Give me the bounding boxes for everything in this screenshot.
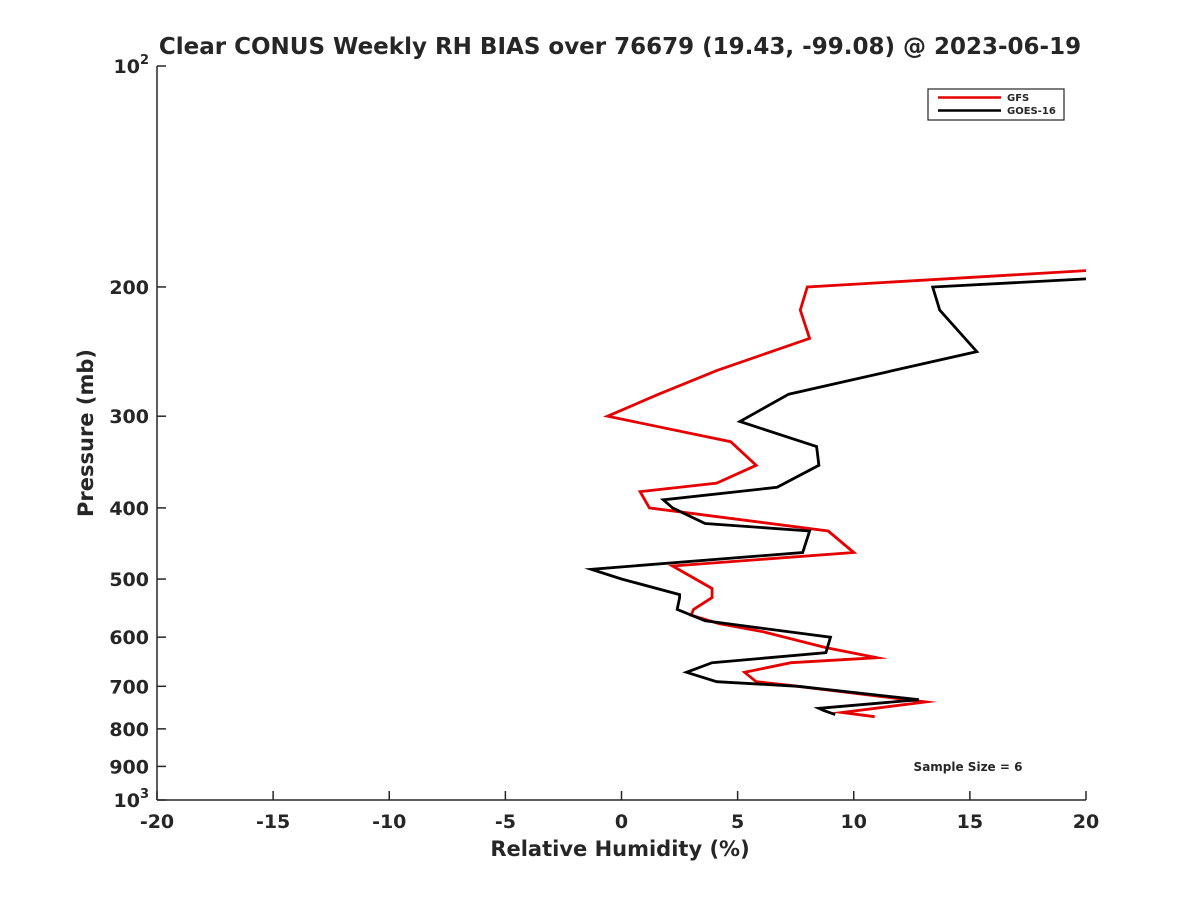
- x-tick-label: -10: [372, 811, 406, 833]
- y-tick-label: 200: [109, 277, 149, 299]
- x-tick-label: -15: [256, 811, 290, 833]
- legend-label-gfs: GFS: [1007, 93, 1029, 104]
- x-tick-label: -20: [140, 811, 174, 833]
- chart-title: Clear CONUS Weekly RH BIAS over 76679 (1…: [159, 34, 1081, 60]
- y-tick-label: 800: [109, 719, 149, 741]
- x-tick-label: 10: [841, 811, 867, 833]
- x-tick-label: -5: [495, 811, 516, 833]
- x-tick-label: 5: [731, 811, 744, 833]
- legend-label-goes16: GOES-16: [1007, 106, 1056, 117]
- y-tick-label: 700: [109, 676, 149, 698]
- legend: GFS GOES-16: [927, 88, 1065, 121]
- series-line-gfs: [602, 269, 1086, 719]
- y-tick-label: 103: [114, 787, 150, 812]
- ticks-group: -20 -15 -10 -5 0 5 10 15 20 102 200 300 400 500 600 700…: [109, 53, 1099, 833]
- sample-size-annotation: Sample Size = 6: [914, 760, 1023, 774]
- x-tick-label: 15: [957, 811, 983, 833]
- x-tick-label: 0: [615, 811, 628, 833]
- x-tick-label: 20: [1073, 811, 1099, 833]
- y-tick-label: 400: [109, 498, 149, 520]
- y-tick-label: 102: [114, 53, 150, 78]
- y-tick-label: 300: [109, 406, 149, 428]
- plot-area: -20 -15 -10 -5 0 5 10 15 20 102 200 300 400 500 600 700…: [109, 53, 1099, 833]
- legend-box: [927, 88, 1065, 121]
- x-axis-label: Relative Humidity (%): [490, 837, 749, 861]
- y-tick-label: 500: [109, 569, 149, 591]
- series-line-goes16: [584, 277, 1086, 716]
- y-tick-label: 600: [109, 627, 149, 649]
- y-axis-label: Pressure (mb): [74, 349, 98, 517]
- series-group: [584, 269, 1086, 719]
- y-tick-label: 900: [109, 756, 149, 778]
